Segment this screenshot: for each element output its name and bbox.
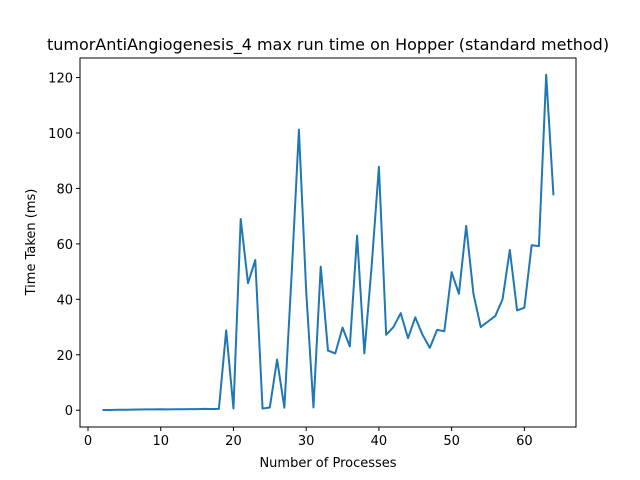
y-tick-label: 100	[48, 127, 73, 142]
chart-title: tumorAntiAngiogenesis_4 max run time on …	[47, 35, 609, 55]
y-tick-label: 40	[56, 293, 73, 308]
y-tick-label: 20	[56, 349, 73, 364]
x-tick-label: 40	[371, 434, 388, 449]
y-tick-label: 120	[48, 72, 73, 87]
x-tick-label: 30	[298, 434, 315, 449]
x-tick-label: 10	[152, 434, 169, 449]
x-tick-label: 50	[443, 434, 460, 449]
plot-area	[79, 57, 577, 428]
x-tick-label: 0	[84, 434, 92, 449]
y-tick-label: 0	[65, 404, 73, 419]
x-tick-label: 60	[516, 434, 533, 449]
y-tick-label: 60	[56, 238, 73, 253]
x-tick-label: 20	[225, 434, 242, 449]
y-axis-label: Time Taken (ms)	[24, 189, 39, 297]
x-axis-ticks: 0 10 20 30 40 50 60	[84, 427, 533, 449]
y-tick-label: 80	[56, 182, 73, 197]
axes-frame	[79, 57, 577, 428]
x-axis-label: Number of Processes	[259, 456, 396, 471]
y-axis-ticks: 0 20 40 60 80 100 120	[48, 72, 80, 419]
series-line	[102, 73, 555, 411]
